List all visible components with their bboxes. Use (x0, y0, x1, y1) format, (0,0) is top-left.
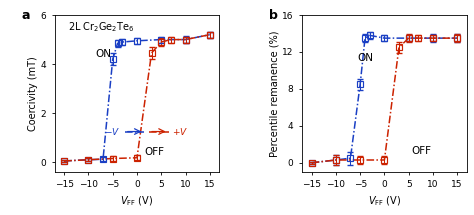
X-axis label: $V_{\mathrm{FF}}$ (V): $V_{\mathrm{FF}}$ (V) (368, 195, 401, 209)
Text: b: b (269, 9, 278, 22)
Text: ON: ON (358, 53, 374, 63)
Text: $+V$: $+V$ (172, 126, 188, 137)
Text: $-V$: $-V$ (104, 126, 120, 137)
Text: a: a (21, 9, 30, 22)
Text: ON: ON (96, 49, 112, 59)
Y-axis label: Percentile remanence (%): Percentile remanence (%) (269, 30, 279, 157)
X-axis label: $V_{\mathrm{FF}}$ (V): $V_{\mathrm{FF}}$ (V) (120, 195, 154, 209)
Text: OFF: OFF (144, 147, 164, 157)
Text: OFF: OFF (411, 146, 431, 155)
Text: 2L Cr$_2$Ge$_2$Te$_6$: 2L Cr$_2$Ge$_2$Te$_6$ (68, 20, 134, 34)
Y-axis label: Coercivity (mT): Coercivity (mT) (27, 56, 37, 131)
